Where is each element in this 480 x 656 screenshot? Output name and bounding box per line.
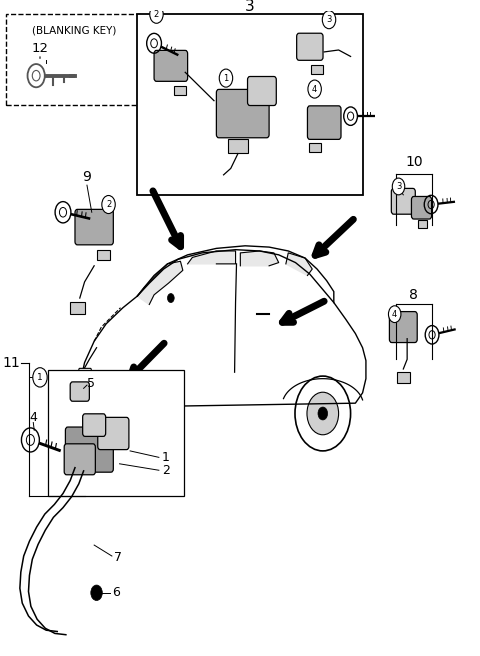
- Circle shape: [117, 373, 172, 448]
- Circle shape: [102, 195, 115, 214]
- FancyBboxPatch shape: [391, 188, 415, 215]
- Text: 1: 1: [162, 451, 170, 464]
- FancyBboxPatch shape: [216, 89, 269, 138]
- Circle shape: [33, 368, 47, 387]
- FancyBboxPatch shape: [75, 209, 113, 245]
- Bar: [309, 142, 321, 152]
- Text: 1: 1: [37, 373, 43, 382]
- FancyBboxPatch shape: [308, 106, 341, 139]
- FancyBboxPatch shape: [6, 14, 142, 104]
- Circle shape: [140, 405, 149, 417]
- Circle shape: [219, 69, 233, 87]
- Circle shape: [295, 376, 350, 451]
- FancyBboxPatch shape: [83, 414, 106, 436]
- Polygon shape: [240, 251, 279, 266]
- FancyBboxPatch shape: [79, 369, 91, 380]
- Polygon shape: [137, 261, 183, 304]
- Text: 11: 11: [2, 356, 20, 369]
- FancyBboxPatch shape: [248, 77, 276, 106]
- Text: 10: 10: [405, 155, 423, 169]
- Text: 6: 6: [112, 586, 120, 600]
- Bar: [48, 370, 184, 496]
- Circle shape: [388, 306, 401, 323]
- Bar: [70, 302, 84, 314]
- Circle shape: [150, 5, 163, 24]
- Text: 2: 2: [162, 464, 170, 477]
- Bar: [396, 372, 410, 382]
- Text: 7: 7: [114, 552, 122, 564]
- FancyBboxPatch shape: [389, 312, 417, 342]
- FancyBboxPatch shape: [297, 33, 323, 60]
- FancyBboxPatch shape: [411, 196, 432, 219]
- Circle shape: [307, 392, 338, 435]
- Polygon shape: [188, 251, 236, 264]
- Bar: [97, 250, 110, 260]
- Text: 3: 3: [245, 0, 255, 14]
- Text: 8: 8: [409, 288, 418, 302]
- Text: (BLANKING KEY): (BLANKING KEY): [32, 26, 117, 36]
- Text: 12: 12: [32, 42, 48, 55]
- Bar: [311, 65, 323, 74]
- Bar: [418, 220, 427, 228]
- Circle shape: [129, 390, 160, 432]
- Text: 4: 4: [29, 411, 37, 424]
- FancyBboxPatch shape: [64, 444, 96, 475]
- Bar: [174, 86, 186, 95]
- FancyBboxPatch shape: [70, 382, 89, 401]
- Circle shape: [318, 407, 327, 420]
- Polygon shape: [286, 253, 312, 276]
- Text: 2: 2: [154, 10, 159, 19]
- Circle shape: [308, 80, 321, 98]
- FancyBboxPatch shape: [98, 417, 129, 449]
- Text: 2: 2: [106, 200, 111, 209]
- Circle shape: [322, 10, 336, 29]
- Circle shape: [168, 293, 174, 302]
- Text: 3: 3: [396, 182, 401, 191]
- Text: 4: 4: [392, 310, 397, 319]
- Text: 5: 5: [87, 377, 95, 390]
- FancyBboxPatch shape: [65, 427, 113, 472]
- Text: 4: 4: [312, 85, 317, 94]
- Bar: [228, 138, 248, 153]
- Text: 9: 9: [83, 171, 91, 184]
- Bar: [137, 14, 362, 195]
- Text: 1: 1: [223, 73, 228, 83]
- Circle shape: [91, 585, 102, 600]
- Text: 3: 3: [326, 15, 332, 24]
- FancyBboxPatch shape: [154, 51, 188, 81]
- Circle shape: [392, 178, 405, 195]
